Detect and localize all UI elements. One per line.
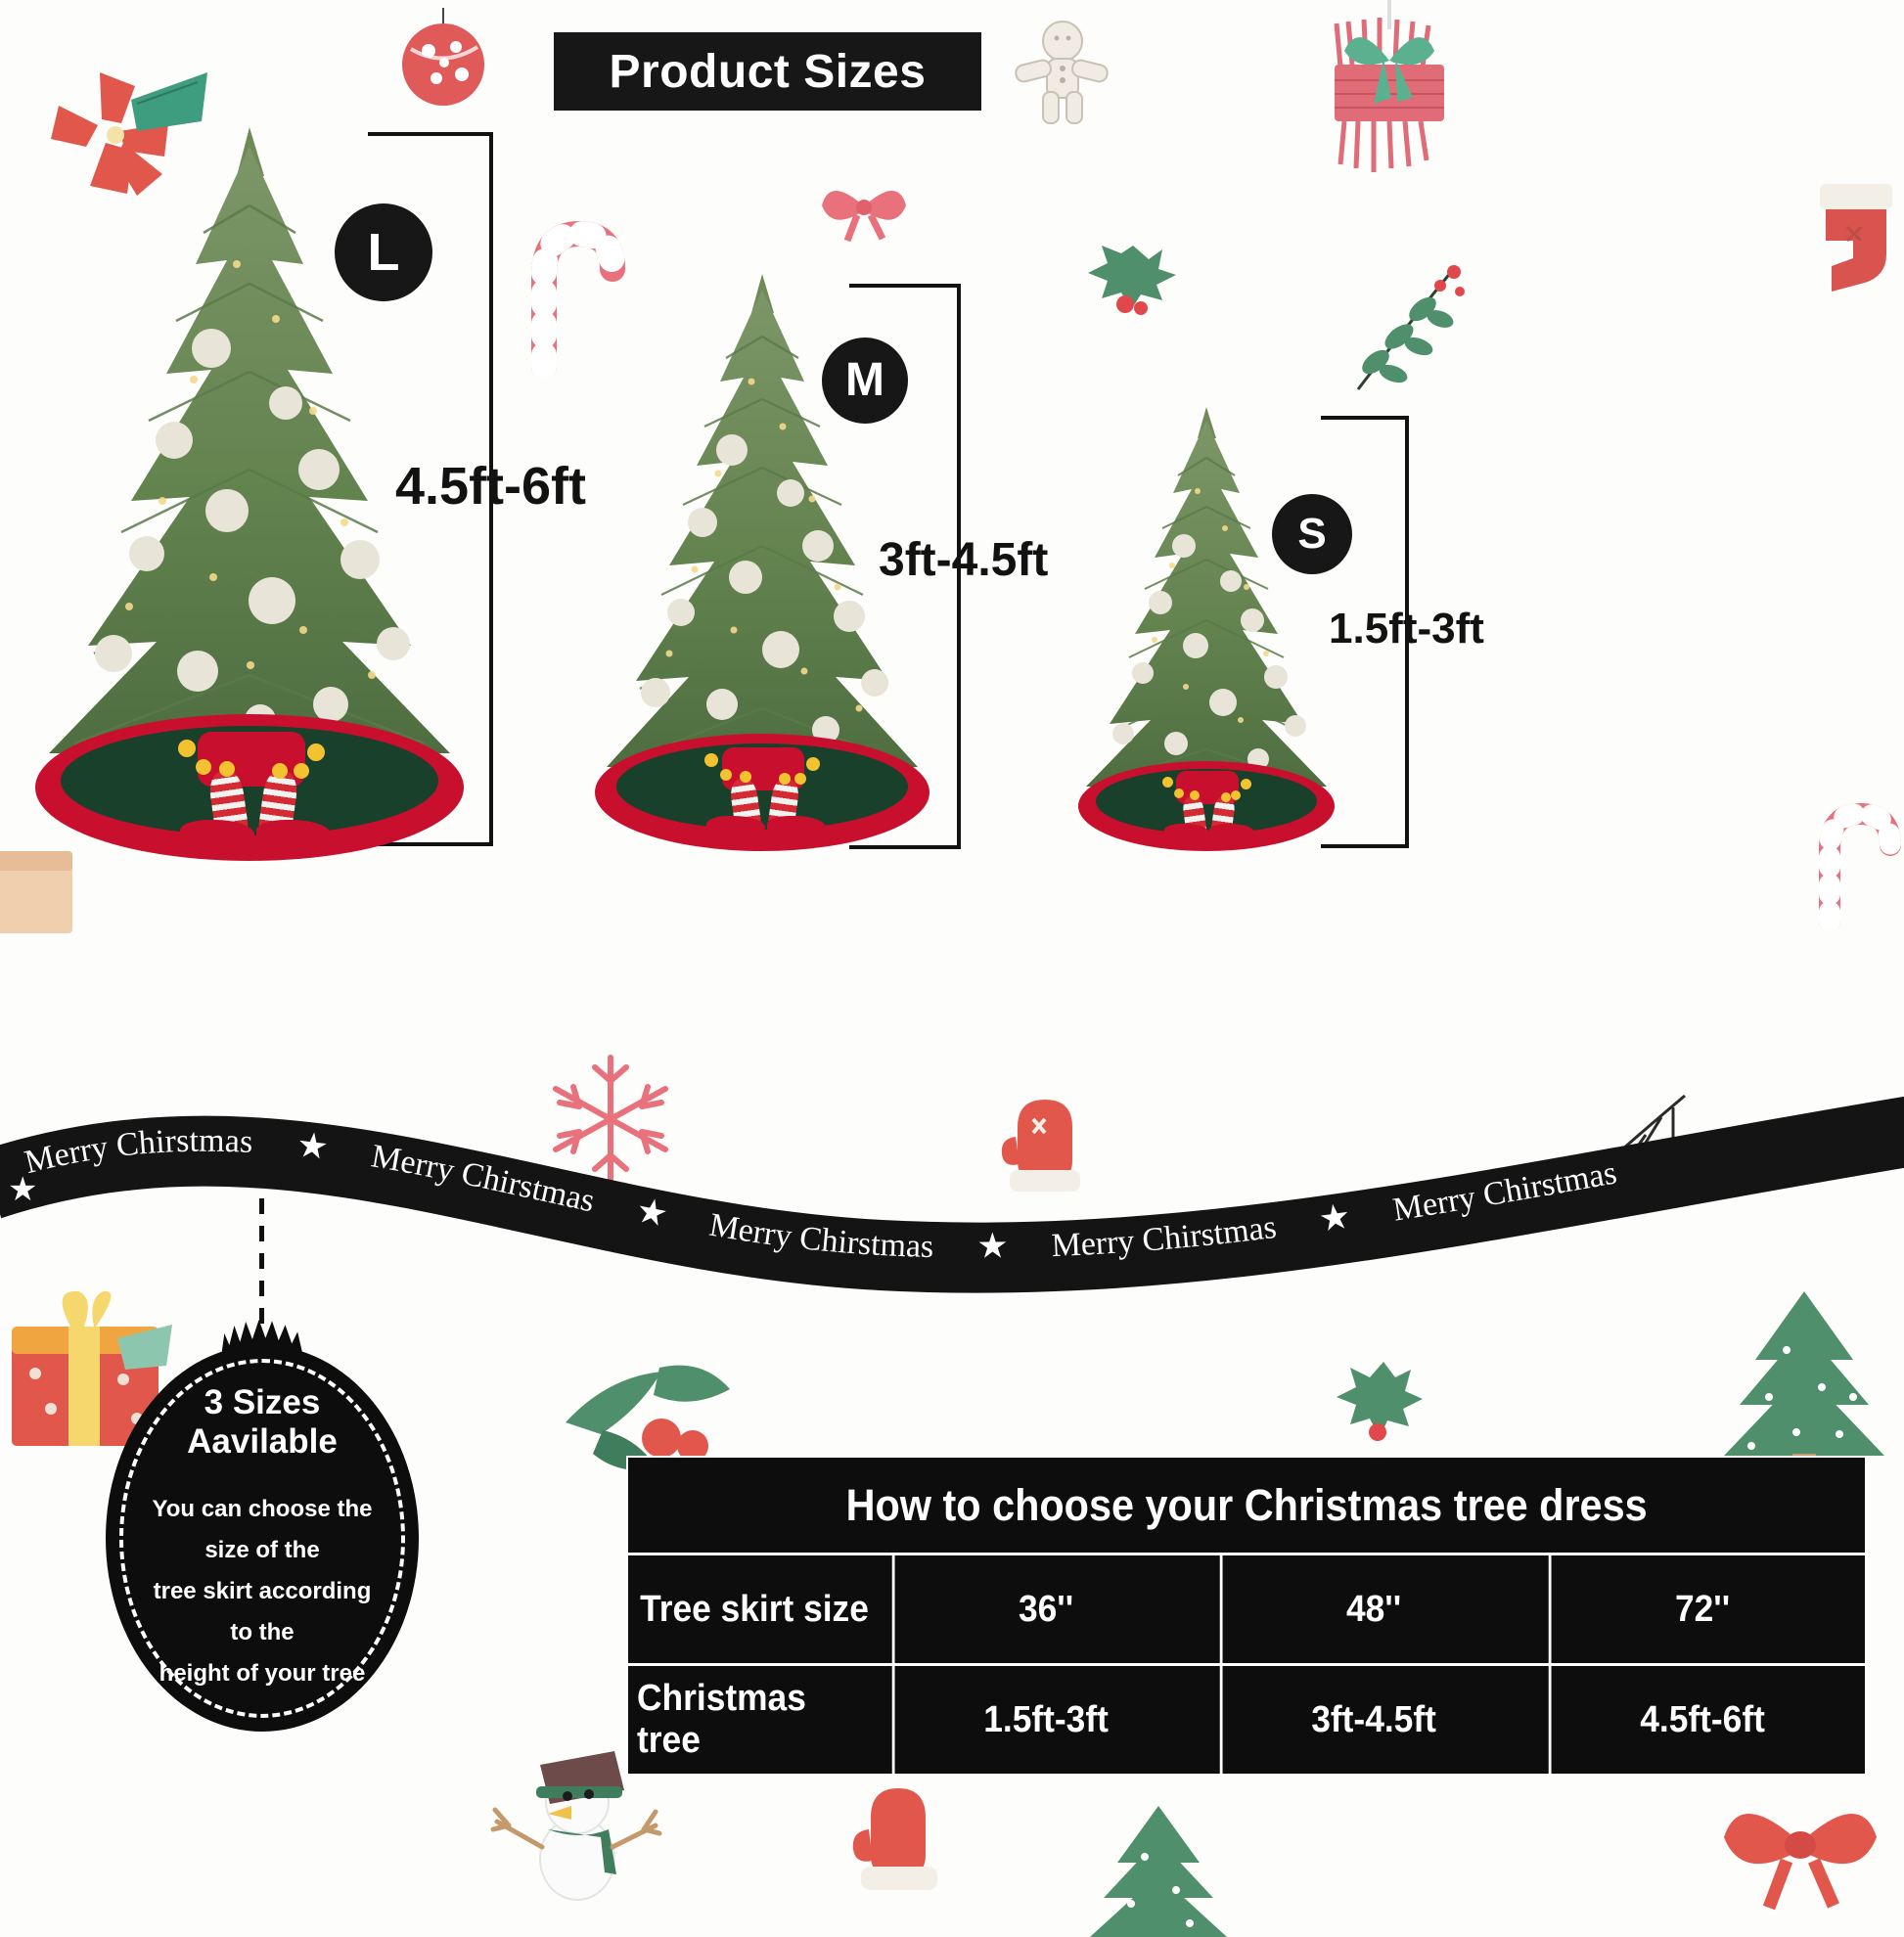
- gift-box-icon: [12, 1290, 172, 1446]
- size-badge-label: L: [367, 223, 400, 282]
- table-cell: 72'': [1548, 1555, 1853, 1663]
- size-badge-label: M: [845, 354, 884, 406]
- holly-leaf-icon: [1088, 246, 1176, 315]
- ornament-title: 3 Sizes Aavilable: [187, 1382, 338, 1461]
- table-cell: 4.5ft-6ft: [1548, 1666, 1853, 1774]
- ornament-description-line: tree skirt according to the: [153, 1577, 372, 1645]
- sizes-available-ornament: 3 Sizes Aavilable You can choose the siz…: [106, 1198, 419, 1732]
- ribbon-star-icon: ★: [8, 1171, 37, 1208]
- table-row: Christmas tree 1.5ft-3ft 3ft-4.5ft 4.5ft…: [628, 1663, 1865, 1774]
- ornament-description-line: height of your tree: [159, 1659, 366, 1687]
- mitten-icon: [852, 1788, 937, 1890]
- tree-large: [20, 117, 479, 861]
- snowflake-icon: [553, 1055, 668, 1182]
- merry-christmas-ribbon: Merry Chirstmas ★ Merry Chirstmas ★ Merr…: [0, 1091, 1904, 1345]
- size-guide-table: How to choose your Christmas tree dress …: [626, 1456, 1867, 1776]
- red-bow-icon: [1724, 1813, 1877, 1910]
- row-label: Christmas tree: [637, 1678, 806, 1761]
- row-label: Tree skirt size: [640, 1588, 869, 1630]
- dimension-label-small: 1.5ft-3ft: [1329, 605, 1484, 653]
- ornament-description: You can choose the size of the tree skir…: [139, 1489, 385, 1694]
- holly-leaf-icon: [1337, 1362, 1423, 1441]
- elf-shoe-left: [180, 820, 254, 847]
- page-title-banner: Product Sizes: [554, 32, 981, 111]
- poinsettia-flower-icon: [51, 72, 207, 196]
- page-title: Product Sizes: [609, 45, 927, 98]
- gingerbread-man-icon: [1015, 21, 1109, 124]
- table-cell: 3ft-4.5ft: [1220, 1666, 1525, 1774]
- elf-shoe-left: [1164, 824, 1209, 840]
- tree-skirt-large: [35, 714, 464, 861]
- mistletoe-branch-icon: [1356, 265, 1465, 390]
- snowman-icon: [490, 1751, 662, 1901]
- dimension-label-medium: 3ft-4.5ft: [879, 534, 1049, 586]
- candy-cane-icon: [531, 220, 625, 377]
- elf-shoe-right: [1209, 824, 1254, 840]
- candy-cane-icon: [1819, 802, 1901, 929]
- christmas-tree-icon: [1090, 1806, 1227, 1937]
- table-cell: 36'': [891, 1555, 1198, 1663]
- pinata-ornament-icon: [1334, 0, 1444, 172]
- elf-shoe-right: [256, 820, 331, 847]
- elf-shoe-right: [767, 816, 826, 837]
- measurement-bracket-large: [368, 132, 493, 846]
- stocking-icon: [1820, 184, 1892, 292]
- table-cell: 1.5ft-3ft: [891, 1666, 1198, 1774]
- tree-foliage: [1086, 407, 1327, 787]
- measurement-bracket-medium: [849, 284, 961, 849]
- mitten-icon: [1001, 1100, 1080, 1192]
- size-badge-small[interactable]: S: [1272, 494, 1352, 574]
- size-badge-label: S: [1297, 510, 1327, 558]
- tree-medium: [583, 266, 941, 853]
- ornament-string-icon: [259, 1198, 264, 1324]
- dimension-label-large: 4.5ft-6ft: [395, 457, 587, 516]
- tree-small: [1068, 401, 1344, 851]
- elf-shoe-left: [706, 816, 765, 837]
- size-guide-heading-text: How to choose your Christmas tree dress: [845, 1479, 1648, 1530]
- size-guide-heading: How to choose your Christmas tree dress: [628, 1458, 1865, 1555]
- size-badge-medium[interactable]: M: [822, 338, 908, 424]
- table-row: Tree skirt size 36'' 48'' 72'': [628, 1555, 1865, 1663]
- tree-skirt-small: [1078, 761, 1335, 851]
- gift-box-icon: [0, 851, 72, 933]
- size-badge-large[interactable]: L: [335, 203, 432, 301]
- tree-foliage: [607, 274, 918, 767]
- measurement-bracket-small: [1321, 416, 1409, 848]
- ornament-dashed-border: [119, 1359, 405, 1718]
- table-cell: 48'': [1220, 1555, 1525, 1663]
- red-bow-icon: [822, 191, 906, 243]
- tree-skirt-medium: [595, 734, 929, 851]
- ornament-ball-icon: [402, 8, 484, 106]
- ornament-description-line: You can choose the size of the: [152, 1495, 373, 1563]
